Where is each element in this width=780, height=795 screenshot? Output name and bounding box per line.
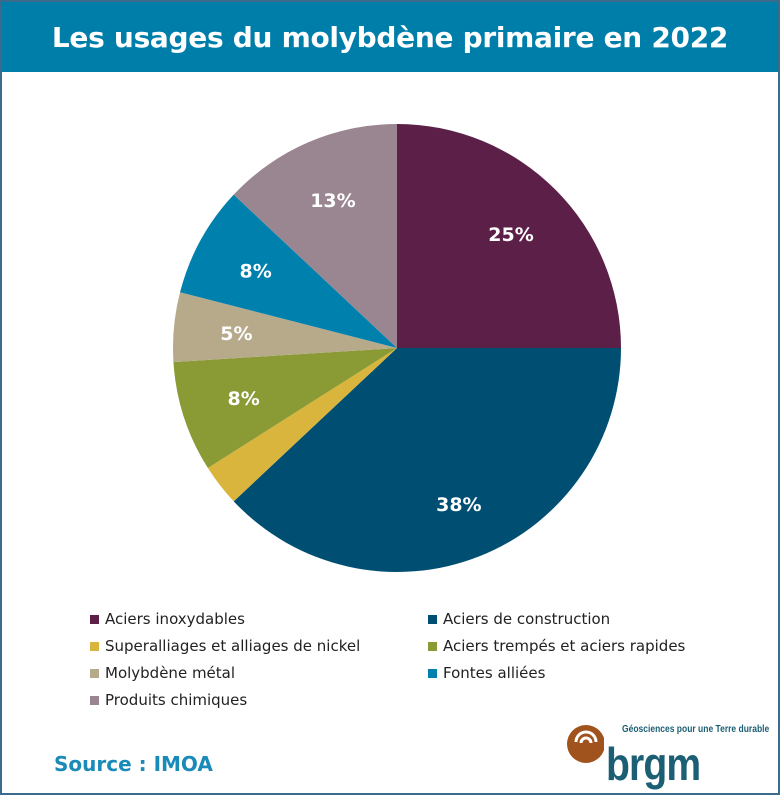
legend-swatch — [90, 641, 99, 651]
pie-chart: 25% 38% 8% 5% 8% 13% — [173, 124, 621, 572]
logo-circle-icon — [567, 725, 604, 763]
legend-swatch — [90, 695, 99, 705]
logo-wordmark: brgm — [606, 738, 701, 790]
legend-label: Fontes alliées — [443, 664, 546, 682]
legend-label: Produits chimiques — [105, 691, 248, 709]
data-label: 8% — [227, 388, 259, 410]
legend-label: Aciers inoxydables — [105, 610, 245, 628]
legend-swatch — [428, 641, 437, 651]
data-label: 13% — [310, 190, 355, 212]
legend-item: Aciers trempés et aciers rapides — [428, 637, 748, 655]
legend-item: Molybdène métal — [90, 664, 428, 682]
title-bar: Les usages du molybdène primaire en 2022 — [2, 2, 778, 72]
legend-label: Superalliages et alliages de nickel — [105, 637, 361, 655]
pie-slice-5 — [180, 194, 397, 348]
legend-swatch — [428, 668, 437, 678]
chart-title: Les usages du molybdène primaire en 2022 — [51, 20, 729, 54]
legend: Aciers inoxydables Aciers de construction… — [90, 610, 750, 709]
pie-slice-4 — [173, 292, 397, 363]
legend-item: Produits chimiques — [90, 691, 428, 709]
logo-tagline: Géosciences pour une Terre durable — [622, 724, 770, 735]
pie-slice-6 — [233, 124, 397, 348]
brgm-logo — [567, 725, 604, 763]
legend-label: Aciers trempés et aciers rapides — [443, 637, 686, 655]
pie-slice-0 — [397, 124, 621, 348]
legend-swatch — [428, 614, 437, 624]
data-label: 8% — [240, 260, 272, 282]
legend-label: Molybdène métal — [105, 664, 236, 682]
legend-swatch — [90, 668, 99, 678]
legend-item: Aciers inoxydables — [90, 610, 428, 628]
legend-item: Fontes alliées — [428, 664, 748, 682]
source-text: Source : IMOA — [54, 752, 213, 776]
pie-slice-3 — [173, 348, 397, 469]
legend-label: Aciers de construction — [443, 610, 611, 628]
pie-slice-2 — [207, 348, 397, 502]
pie-slice-1 — [233, 348, 621, 572]
legend-item: Aciers de construction — [428, 610, 748, 628]
legend-swatch — [90, 614, 99, 624]
data-label: 38% — [436, 494, 481, 516]
legend-item: Superalliages et alliages de nickel — [90, 637, 428, 655]
data-label: 25% — [488, 224, 533, 246]
data-label: 5% — [220, 323, 252, 345]
